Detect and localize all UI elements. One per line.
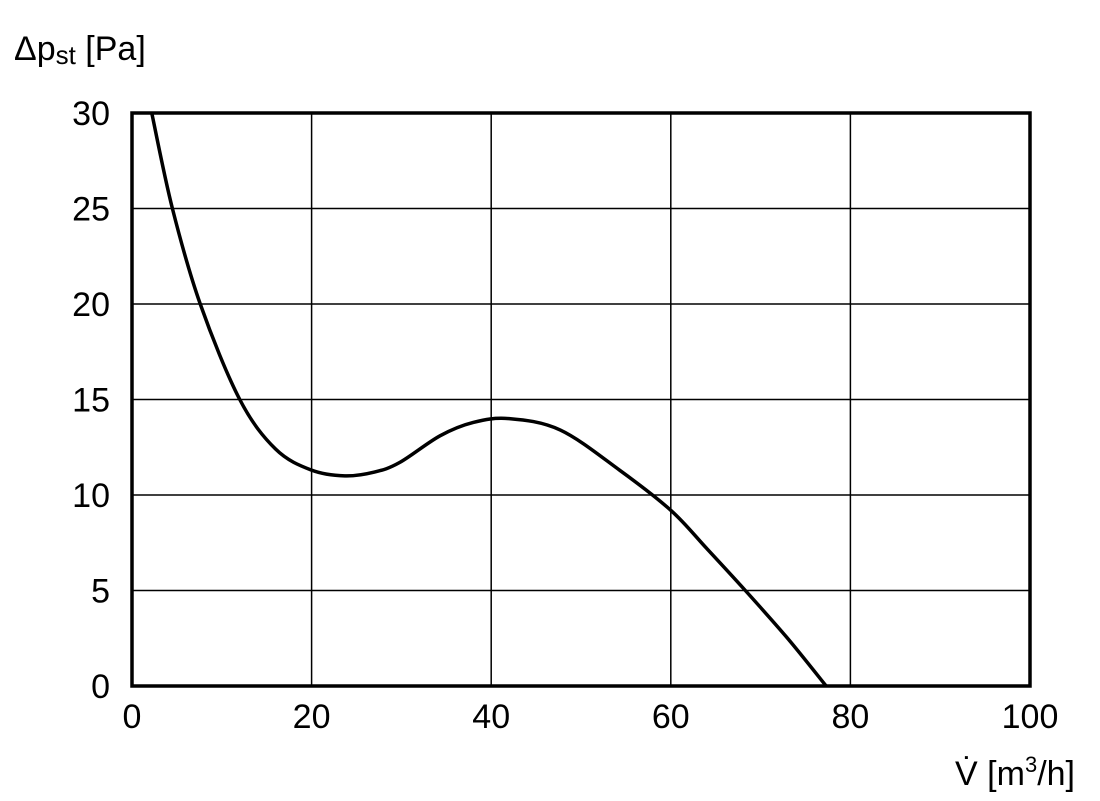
x-tick-label: 0 — [123, 698, 142, 736]
plot-frame — [130, 111, 1032, 688]
x-tick-label: 40 — [472, 698, 510, 736]
x-tick-label: 100 — [1002, 698, 1059, 736]
x-tick-label: 80 — [831, 698, 869, 736]
tick-labels: 0 20 40 60 80 100 0 5 10 15 20 25 30 — [72, 95, 1058, 736]
x-tick-label: 20 — [293, 698, 331, 736]
y-axis-label: Δpst [Pa] — [14, 30, 146, 70]
y-tick-label: 0 — [91, 668, 110, 706]
y-tick-label: 10 — [72, 477, 110, 515]
series-line — [150, 112, 828, 688]
y-tick-label: 25 — [72, 191, 110, 229]
y-tick-label: 5 — [91, 573, 110, 611]
y-tick-label: 30 — [72, 95, 110, 133]
x-axis-label: V̇ [m3/h] — [955, 752, 1075, 793]
y-tick-label: 20 — [72, 286, 110, 324]
grid — [131, 112, 1031, 687]
y-tick-label: 15 — [72, 382, 110, 420]
x-tick-label: 60 — [652, 698, 690, 736]
